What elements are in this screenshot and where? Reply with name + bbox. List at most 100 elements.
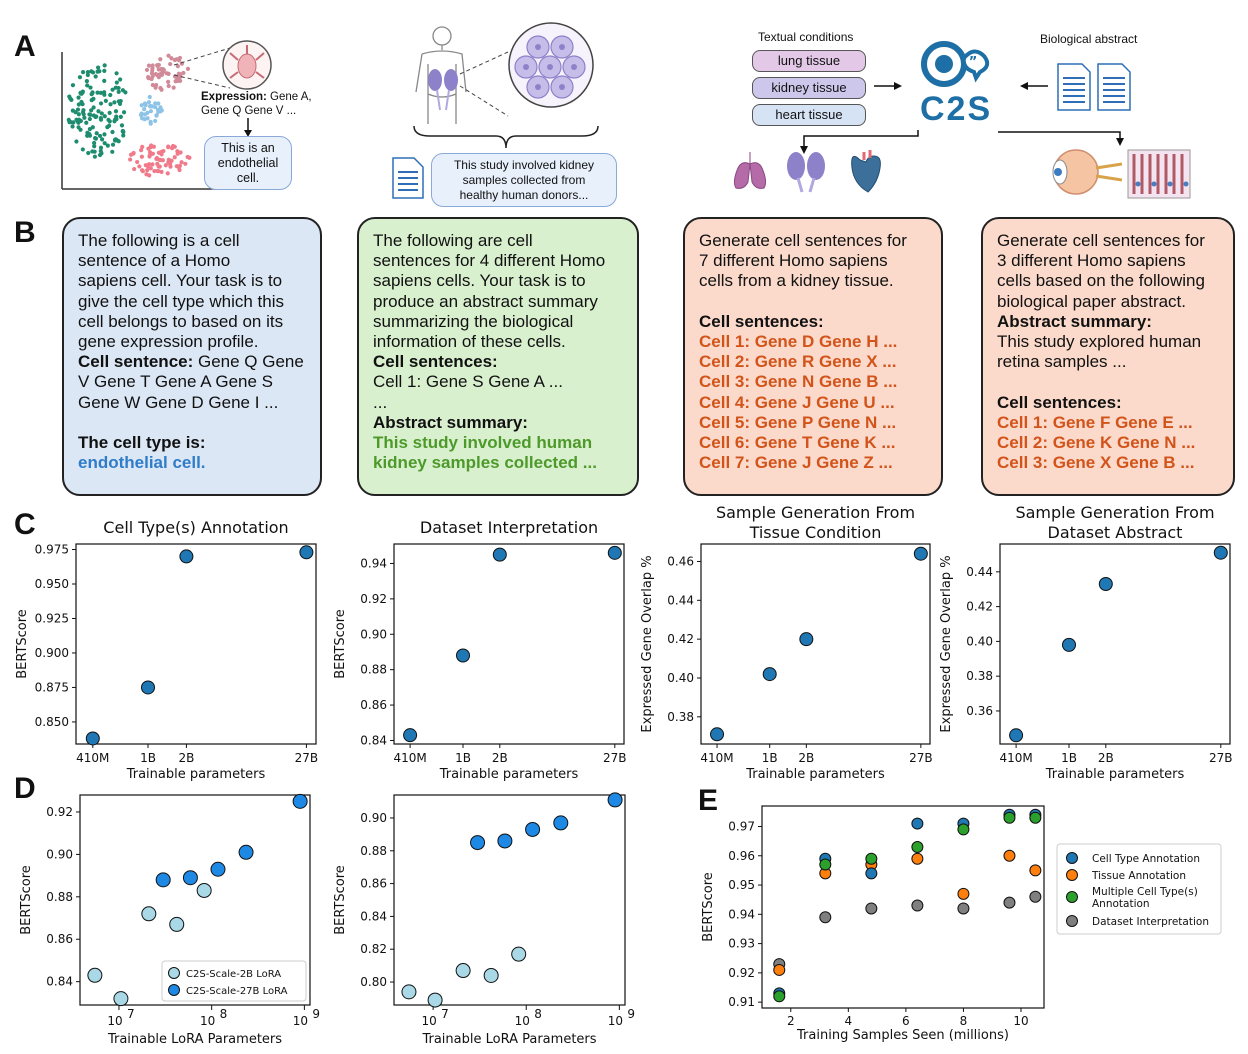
card2-line: The following are cell [373,231,533,250]
cell-dot [148,166,153,171]
y-tick-label: 0.44 [667,593,694,607]
x-tick-label: 10 [515,1014,530,1028]
cell-dot [153,101,158,106]
cell-dot [156,75,161,80]
cell-dot [70,108,75,113]
data-point [1213,545,1228,560]
cell-dot [71,120,76,125]
prompt-card-dataset-interpretation: The following are cell sentences for 4 d… [357,217,639,496]
x-axis-label: Training Samples Seen (millions) [796,1028,1009,1043]
cell-dot [147,153,152,158]
data-point [427,992,443,1008]
data-point [911,852,924,865]
data-point [525,821,541,837]
data-point [865,902,878,915]
x-tick-label: 1B [762,751,778,765]
cell-dot [112,100,117,105]
x-tick-label: 2B [798,751,814,765]
cell-dot [78,127,83,132]
legend-label: Tissue Annotation [1091,870,1186,882]
data-point [113,991,129,1007]
data-point [911,840,924,853]
cell-dot [146,75,151,80]
cell-dot [159,71,164,76]
data-point [819,911,832,924]
data-point [957,823,970,836]
y-tick-label: 0.84 [360,909,387,923]
cell-dot [177,167,182,173]
legend-marker [168,984,180,996]
card3-cell: Cell 5: Gene P Gene N ... [699,412,897,432]
cell-dot [89,97,94,103]
cell-dot [92,144,97,149]
data-point [85,731,100,746]
data-point [87,967,103,983]
cell-dot [102,114,107,119]
cell-dot [97,133,103,139]
legend-label: C2S-Scale-27B LoRA [186,986,288,997]
cell-dot [148,109,154,114]
x-tick-label: 27B [295,751,319,765]
plot-frame [700,543,931,745]
cell-dot [151,144,156,149]
cell-dot [149,104,155,109]
cell-dot [92,140,97,146]
cell-dot [110,129,115,135]
cell-dot [146,146,151,151]
cell-dot [154,82,159,88]
card4-cell: Cell 3: Gene X Gene B ... [997,453,1195,473]
y-tick-label: 0.92 [728,966,755,980]
cell-dot [91,105,96,110]
organ-icons [733,150,881,193]
legend-box [1056,843,1222,935]
cell-dot [120,88,126,93]
data-point [455,963,471,979]
y-tick-label: 0.94 [360,556,387,570]
right-arrow-icon [874,82,902,90]
x-tick-label: 10 [107,1014,122,1028]
cell-dot [95,69,100,74]
cell-dot [114,71,119,76]
cell-dot [172,155,177,160]
cell-dot [70,124,75,129]
cell-dot [87,116,92,122]
abstract-documents-icon [1057,63,1131,111]
x-tick-exponent: 7 [127,1007,135,1021]
cell-dot [168,61,173,67]
card3-cell: Cell 7: Gene J Gene Z ... [699,453,893,473]
cell-dot [137,164,142,169]
x-tick-label: 27B [909,751,933,765]
card4-line: This study explored human [997,332,1202,352]
cell-dot [148,119,153,124]
cell-dot [78,118,83,124]
cell-dot [77,75,83,80]
data-point [141,680,155,695]
cell-dot [166,71,171,76]
cell-dot [118,77,123,82]
card3-cell: Cell 6: Gene T Gene K ... [699,433,896,453]
x-tick-label: 410M [700,751,733,765]
y-tick-label: 0.92 [360,592,387,606]
card2-line: summarizing the biological [373,311,574,331]
plot-frame [393,543,625,745]
x-tick-exponent: 9 [627,1007,635,1021]
cell-dot [185,66,191,71]
left-arrow-icon [1020,82,1048,90]
cell-dot [98,148,103,154]
cell-dot [155,161,160,166]
data-point [299,545,314,560]
y-tick-label: 0.36 [966,704,993,718]
data-point [511,946,527,962]
chart-title: Cell Type(s) Annotation [103,518,288,537]
card1-line: give the cell type which this [78,291,284,311]
y-tick-label: 0.975 [35,543,69,557]
data-point [1029,811,1042,824]
panel-letter-a: A [14,30,36,63]
condition-lung-tissue: lung tissue [752,50,866,72]
data-point [1003,811,1016,824]
data-point [913,546,928,561]
y-tick-label: 0.93 [728,937,755,951]
cell-dot [165,171,170,176]
y-axis-label: BERTScore [333,609,348,679]
cell-dot [172,57,177,63]
